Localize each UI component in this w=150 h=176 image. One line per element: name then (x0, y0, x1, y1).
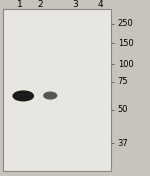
Text: 250: 250 (118, 19, 134, 28)
Text: 4: 4 (98, 0, 103, 9)
Text: 1: 1 (17, 0, 22, 9)
Text: 150: 150 (118, 39, 134, 48)
Ellipse shape (13, 91, 33, 101)
Text: 2: 2 (38, 0, 43, 9)
Text: 50: 50 (118, 105, 128, 115)
Text: 75: 75 (118, 77, 128, 86)
Text: 3: 3 (72, 0, 78, 9)
Ellipse shape (44, 92, 57, 99)
FancyBboxPatch shape (3, 9, 111, 171)
Text: 100: 100 (118, 60, 134, 69)
Text: 37: 37 (118, 139, 129, 148)
